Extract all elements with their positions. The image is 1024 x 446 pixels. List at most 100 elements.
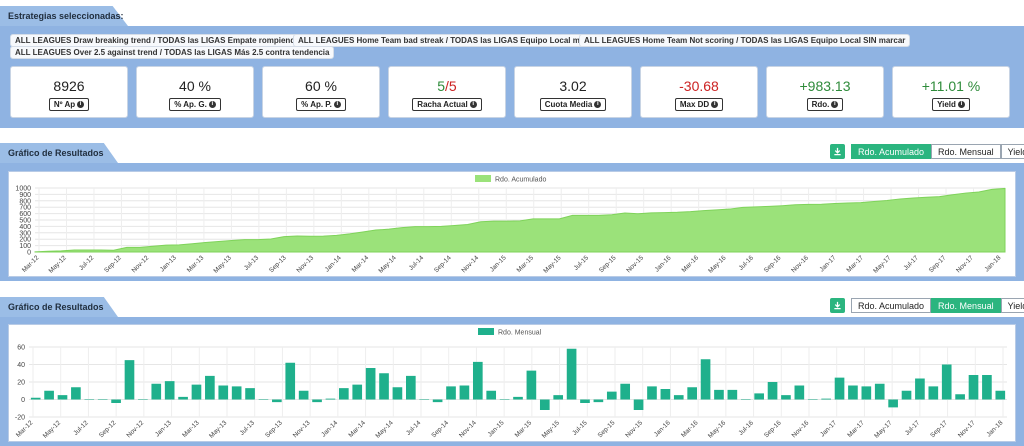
download-icon (834, 147, 841, 156)
chart2-container: Rdo. Mensual -20 0 20 40 60 Mar-12 May-12 Jul-12… (8, 324, 1016, 442)
bar (205, 375, 215, 400)
strategies-header-tab: Estrategias seleccionadas: (0, 6, 128, 26)
stat-value-text: 8926 (53, 78, 85, 94)
monthly-result-chart: Rdo. Mensual -20 0 20 40 60 Mar-12 May-12 Jul-12… (15, 328, 1007, 440)
bar (298, 390, 309, 400)
bar (379, 373, 389, 400)
stat-value: +983.13 (767, 77, 883, 95)
chart2-toolbar: Rdo. Acumulado Rdo. Mensual Yield % (830, 298, 1024, 313)
x-tick-label: Jan-15 (487, 419, 506, 438)
x-tick-label: Sep-17 (928, 254, 948, 274)
info-icon[interactable]: i (333, 101, 341, 109)
x-tick-label: Mar-13 (181, 419, 201, 439)
tab-rdo-acumulado[interactable]: Rdo. Acumulado (851, 144, 932, 159)
bar (928, 386, 939, 400)
stat-label: Cuota Media i (539, 98, 607, 111)
stat-value-text: +983.13 (799, 78, 851, 94)
tab-yield[interactable]: Yield % (1000, 298, 1024, 313)
chart1-header-tab: Gráfico de Resultados (0, 143, 118, 163)
chart1-toolbar: Rdo. Acumulado Rdo. Mensual Yield % (830, 144, 1024, 159)
stat-value-text: 40 % (179, 78, 211, 94)
stat-box: +983.13 Rdo. i (766, 66, 884, 118)
strategy-chip: ALL LEAGUES Home Team Not scoring / TODA… (579, 34, 911, 47)
download-button[interactable] (830, 298, 845, 313)
stat-value-text: -30.68 (679, 78, 719, 94)
y-tick-label: 100 (19, 243, 31, 250)
tab-rdo-acumulado[interactable]: Rdo. Acumulado (851, 298, 932, 313)
info-icon[interactable]: i (711, 101, 719, 109)
bar (767, 382, 778, 400)
legend-label: Rdo. Acumulado (495, 177, 546, 184)
chart2-title: Gráfico de Resultados (8, 302, 104, 312)
stat-label-text: Yield (937, 100, 956, 109)
x-tick-label: Jan-13 (154, 419, 173, 438)
y-tick-label: 20 (17, 380, 25, 387)
x-tick-label: Nov-17 (957, 419, 977, 439)
bar (848, 385, 858, 400)
bar (874, 383, 885, 400)
chart-legend: Rdo. Mensual (478, 328, 542, 337)
bar (687, 387, 697, 400)
bar (325, 398, 336, 400)
info-icon[interactable]: i (957, 101, 965, 109)
bar (647, 386, 657, 400)
x-tick-label: May-14 (374, 419, 395, 440)
x-tick-label: Sep-14 (430, 419, 450, 439)
x-tick-label: Nov-14 (460, 254, 480, 274)
y-tick-label: 300 (19, 230, 31, 237)
info-icon[interactable]: i (77, 101, 85, 109)
info-icon[interactable]: i (469, 101, 477, 109)
x-tick-label: Jul-16 (738, 254, 756, 272)
bar (794, 385, 805, 400)
bar (915, 378, 925, 400)
stat-value: 40 % (137, 77, 253, 95)
bar (97, 399, 108, 400)
bar (673, 395, 684, 400)
tab-rdo-mensual[interactable]: Rdo. Mensual (931, 298, 1001, 313)
bar (633, 399, 644, 410)
strategy-chip: ALL LEAGUES Home Team bad streak / TODAS… (293, 34, 620, 47)
bar (700, 359, 711, 400)
bar (459, 385, 470, 400)
x-tick-label: Sep-17 (929, 419, 949, 439)
x-tick-label: May-12 (48, 254, 69, 275)
bar (339, 388, 349, 400)
x-tick-label: Mar-17 (845, 254, 865, 274)
download-icon (834, 301, 841, 310)
bar (834, 377, 845, 400)
stat-label-text: % Ap. P. (301, 100, 332, 109)
stat-box: +11.01 % Yield i (892, 66, 1010, 118)
stat-value: 8926 (11, 77, 127, 95)
info-icon[interactable]: i (208, 101, 216, 109)
bar (807, 399, 818, 400)
x-tick-label: Jan-15 (489, 254, 508, 273)
x-tick-label: Nov-17 (955, 254, 975, 274)
download-button[interactable] (830, 144, 845, 159)
bar (285, 362, 296, 400)
bar (553, 395, 564, 400)
bar (406, 375, 416, 400)
x-tick-label: Mar-15 (514, 419, 534, 439)
x-tick-label: Nov-13 (292, 419, 312, 439)
tab-rdo-mensual[interactable]: Rdo. Mensual (931, 144, 1001, 159)
bar (84, 399, 95, 400)
y-tick-label: 1000 (15, 186, 31, 193)
x-tick-label: May-15 (542, 254, 563, 275)
x-tick-label: Jan-16 (654, 254, 673, 273)
x-tick-label: Sep-12 (98, 419, 118, 439)
bar (218, 385, 229, 400)
stat-label: % Ap. G. i (169, 98, 221, 111)
x-tick-label: Sep-13 (268, 254, 288, 274)
tab-yield[interactable]: Yield % (1000, 144, 1024, 159)
bar (660, 389, 671, 400)
info-icon[interactable]: i (831, 101, 839, 109)
x-tick-label: Jul-14 (408, 254, 426, 272)
chart1-container: Rdo. Acumulado 0 100 200 300 400 500 600 700 800 9… (8, 171, 1016, 277)
info-icon[interactable]: i (594, 101, 602, 109)
x-tick-label: Jul-12 (78, 254, 96, 272)
stat-label: Racha Actual i (412, 98, 482, 111)
x-tick-label: Nov-13 (295, 254, 315, 274)
stat-box: 8926 Nº Ap i (10, 66, 128, 118)
stat-label-text: % Ap. G. (174, 100, 207, 109)
bar (151, 383, 162, 400)
